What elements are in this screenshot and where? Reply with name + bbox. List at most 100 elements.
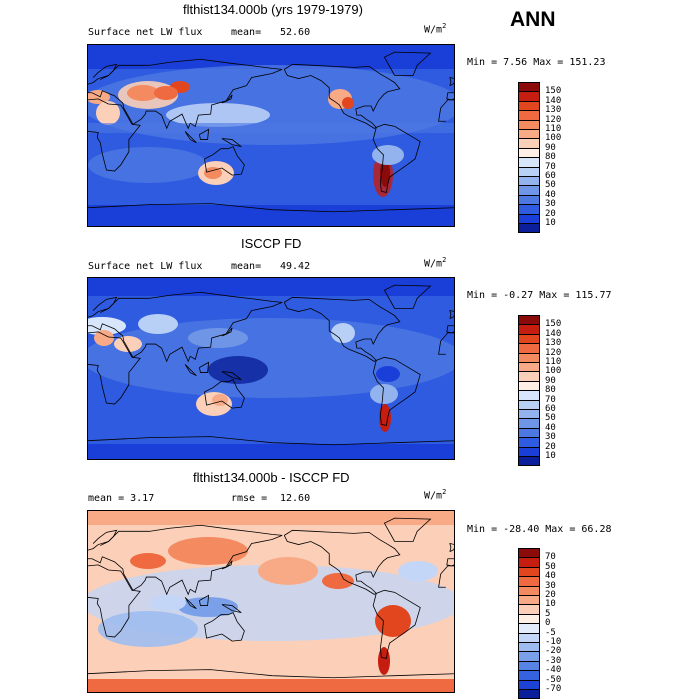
colorbar-tick-label: 30 <box>545 432 556 443</box>
colorbar-box <box>518 548 540 558</box>
field-band <box>88 679 454 692</box>
map-field <box>88 511 454 692</box>
colorbar-box <box>518 223 540 233</box>
colorbar-tick-label: 130 <box>545 105 562 116</box>
field-band <box>88 123 454 133</box>
panel1-map <box>87 44 455 227</box>
panel1-title: flthist134.000b (yrs 1979-1979) <box>183 2 363 17</box>
colorbar-tick-label: 110 <box>545 357 562 367</box>
colorbar-box <box>518 557 540 568</box>
panel3-colorbar: 70 50 40 30 20 10 5 0 -5 -10 -20 -30 -40 -50 -70 <box>518 548 561 699</box>
panel3-map <box>87 510 455 693</box>
panel3-mean-text: mean = 3.17 <box>88 493 155 504</box>
coastline <box>449 77 454 87</box>
colorbar-box <box>518 446 540 457</box>
panel1-units: W/m2 <box>424 22 446 35</box>
panel2-map <box>87 277 455 460</box>
coastline <box>92 529 118 546</box>
colorbar-tick-label: 40 <box>545 189 556 200</box>
colorbar-tick-label: 120 <box>545 114 562 125</box>
coastline <box>88 291 283 363</box>
colorbar-box <box>518 585 540 596</box>
panel1-variable-label: Surface net LW flux <box>88 27 203 38</box>
colorbar-tick-label: 20 <box>545 441 556 452</box>
coastline <box>88 436 454 446</box>
field-patch <box>94 330 114 346</box>
colorbar-tick-label: -20 <box>545 646 562 657</box>
panel2-title: ISCCP FD <box>241 236 302 251</box>
colorbar-box <box>518 418 540 429</box>
colorbar-tick-label: 70 <box>545 552 556 563</box>
colorbar-tick-label: 150 <box>545 319 562 330</box>
coastline <box>184 597 197 609</box>
panel3-units-base: W/m <box>424 490 443 502</box>
panel3-units-exp: 2 <box>442 488 447 496</box>
colorbar-tick-label: 140 <box>545 95 562 106</box>
panel2-mean-value: 49.42 <box>280 261 311 272</box>
coastline <box>221 604 242 614</box>
colorbar-tick-label: 70 <box>545 161 556 172</box>
colorbar-tick-label: 20 <box>545 208 556 219</box>
field-patch <box>378 647 390 675</box>
panel3-title: flthist134.000b - ISCCP FD <box>193 470 350 485</box>
colorbar-box <box>518 595 540 605</box>
field-patch <box>127 85 159 101</box>
field-patch <box>376 366 400 382</box>
field-patch <box>342 97 354 109</box>
field-band <box>88 278 454 296</box>
colorbar-box <box>518 679 540 690</box>
panel2-variable-label: Surface net LW flux <box>88 261 203 272</box>
colorbar-box <box>518 399 540 410</box>
field-patch <box>188 328 248 348</box>
coastline <box>372 356 421 426</box>
panel3-units: W/m2 <box>424 488 446 501</box>
field-patch <box>379 404 391 432</box>
panel1-minmax: Min = 7.56 Max = 151.23 <box>467 57 606 68</box>
colorbar-box <box>518 213 540 224</box>
coastline <box>221 94 233 104</box>
colorbar-box <box>518 623 540 634</box>
colorbar-box <box>518 427 540 438</box>
coastline <box>383 51 432 76</box>
colorbar-box <box>518 604 540 615</box>
coastline <box>88 58 283 130</box>
coastline <box>221 560 233 570</box>
coastline <box>92 63 118 80</box>
colorbar-tick-label: 150 <box>545 86 562 97</box>
coastline <box>449 310 454 320</box>
coastline <box>199 128 210 140</box>
colorbar-tick-label: -40 <box>545 665 562 676</box>
field-patch <box>88 147 208 183</box>
colorbar-tick-label: -70 <box>545 684 562 694</box>
panel2-colorbar: 150 140 130 120 110 100 90 80 70 60 50 40 30 20 10 <box>518 315 561 466</box>
colorbar-tick-label: -10 <box>545 637 562 647</box>
field-patch <box>204 167 222 179</box>
colorbar-tick-label: 50 <box>545 413 556 424</box>
coastline <box>383 517 432 542</box>
colorbar-tick-label: 10 <box>545 599 556 610</box>
colorbar-box <box>518 613 540 624</box>
colorbar-tick-label: 30 <box>545 580 556 591</box>
panel1-colorbar: 150 140 130 120 110 100 90 80 70 60 50 40 30 20 10 <box>518 82 561 233</box>
coastline <box>88 564 141 638</box>
field-patch <box>375 605 411 637</box>
coastline <box>449 543 454 553</box>
coastline <box>204 612 245 642</box>
panel3-rmse-value: 12.60 <box>280 493 311 504</box>
colorbar-tick-label: 70 <box>545 394 556 405</box>
panel1-units-base: W/m <box>424 24 443 36</box>
coastline <box>221 138 242 148</box>
colorbar-tick-label: 60 <box>545 171 556 181</box>
colorbar-box <box>518 194 540 205</box>
season-label: ANN <box>510 8 556 31</box>
field-patch <box>130 553 166 569</box>
coastline <box>221 327 233 337</box>
panel2-mean-label: mean= <box>231 261 262 272</box>
coastline <box>372 589 421 659</box>
panel3-rmse-label: rmse = <box>231 493 268 504</box>
colorbar-box <box>518 632 540 643</box>
colorbar-tick-label: 20 <box>545 590 556 600</box>
colorbar-box <box>518 176 540 186</box>
colorbar-tick-label: 40 <box>545 422 556 433</box>
colorbar-tick-label: 90 <box>545 375 556 386</box>
